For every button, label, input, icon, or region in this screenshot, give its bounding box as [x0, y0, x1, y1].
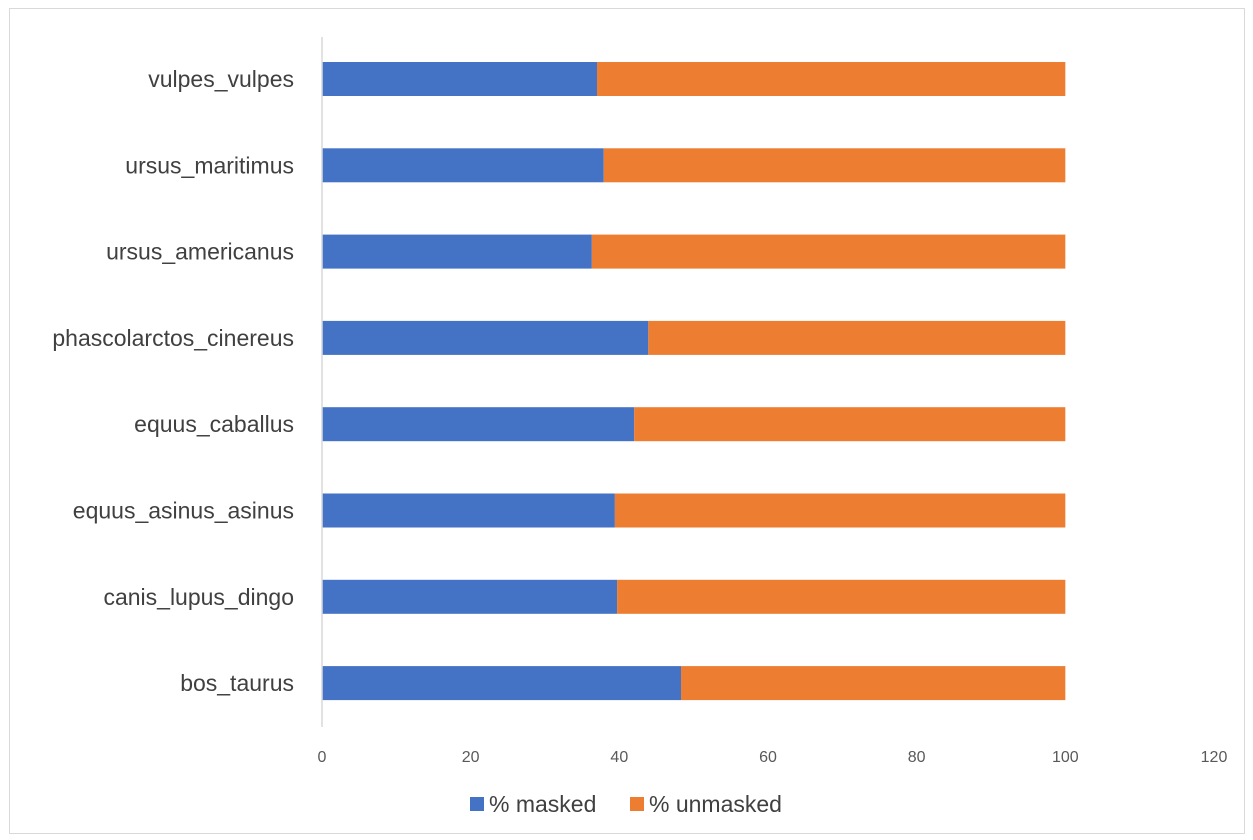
- x-tick-labels: 0 20 40 60 80 100 120: [318, 749, 1228, 766]
- category-label: vulpes_vulpes: [148, 66, 294, 92]
- category-label: equus_caballus: [134, 411, 294, 437]
- x-tick-label: 80: [908, 749, 926, 766]
- legend-label-masked: % masked: [489, 791, 596, 817]
- category-label: ursus_maritimus: [125, 152, 294, 178]
- category-label: canis_lupus_dingo: [103, 584, 294, 610]
- bar-unmasked-phascolarctos-cinereus: [648, 321, 1065, 355]
- bar-unmasked-equus-asinus-asinus: [615, 494, 1065, 528]
- legend-label-unmasked: % unmasked: [649, 791, 782, 817]
- bar-unmasked-ursus-maritimus: [604, 148, 1066, 182]
- bar-masked-phascolarctos-cinereus: [322, 321, 648, 355]
- bar-unmasked-bos-taurus: [681, 666, 1065, 700]
- bar-unmasked-canis-lupus-dingo: [617, 580, 1065, 614]
- legend: % masked % unmasked: [470, 791, 782, 817]
- bar-masked-ursus-maritimus: [322, 148, 604, 182]
- bar-masked-equus-asinus-asinus: [322, 494, 615, 528]
- bars-layer: [322, 62, 1065, 700]
- bar-masked-bos-taurus: [322, 666, 681, 700]
- x-tick-label: 40: [610, 749, 628, 766]
- bar-unmasked-vulpes-vulpes: [597, 62, 1065, 96]
- category-labels: bos_taurus canis_lupus_dingo equus_asinus_…: [52, 66, 294, 696]
- bar-unmasked-equus-caballus: [634, 407, 1065, 441]
- x-tick-label: 60: [759, 749, 777, 766]
- legend-swatch-masked: [470, 797, 484, 811]
- category-label: ursus_americanus: [106, 239, 294, 265]
- category-label: equus_asinus_asinus: [73, 498, 294, 524]
- x-tick-label: 0: [318, 749, 327, 766]
- legend-swatch-unmasked: [630, 797, 644, 811]
- x-tick-label: 120: [1201, 749, 1228, 766]
- bar-masked-vulpes-vulpes: [322, 62, 597, 96]
- bar-masked-ursus-americanus: [322, 235, 592, 269]
- x-tick-label: 100: [1052, 749, 1079, 766]
- bar-unmasked-ursus-americanus: [592, 235, 1066, 269]
- bar-masked-equus-caballus: [322, 407, 634, 441]
- category-label: phascolarctos_cinereus: [52, 325, 294, 351]
- category-label: bos_taurus: [180, 670, 294, 696]
- x-tick-label: 20: [462, 749, 480, 766]
- bar-masked-canis-lupus-dingo: [322, 580, 617, 614]
